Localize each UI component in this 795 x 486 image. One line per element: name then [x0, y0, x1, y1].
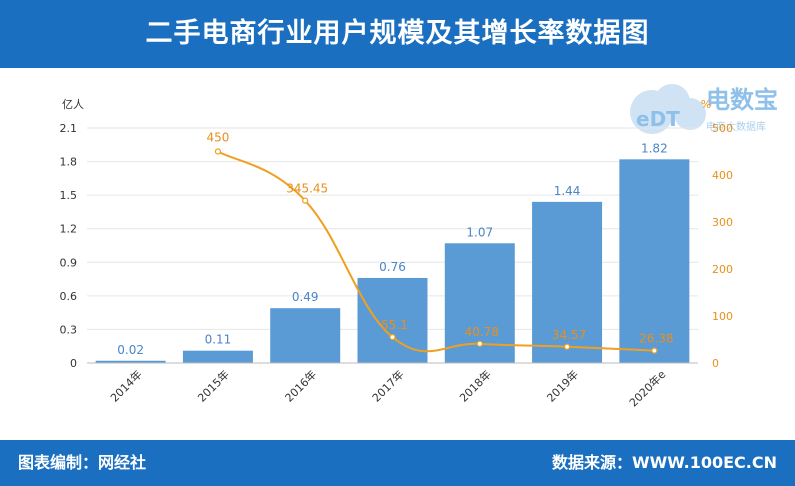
y-right-tick-label: 0	[712, 357, 719, 370]
bar-value-label: 0.02	[117, 343, 144, 357]
line-point	[302, 197, 309, 204]
bar	[357, 277, 428, 363]
bar	[270, 308, 341, 363]
line-series: 450 345.45 55.1 40.78 34.57 26.38	[206, 131, 674, 354]
bar-value-label: 1.82	[641, 141, 668, 155]
y-left-tick-label: 0	[70, 357, 77, 370]
line-point	[214, 148, 222, 155]
cloud-icon-part	[674, 98, 706, 130]
x-tick-label: 2016年	[282, 367, 319, 404]
bar-value-label: 0.11	[205, 333, 232, 347]
y-left-tick-label: 0.9	[60, 256, 78, 269]
chart-title: 二手电商行业用户规模及其增长率数据图	[145, 18, 650, 49]
footer-left-source: 图表编制：网经社	[18, 453, 147, 472]
x-tick-label: 2015年	[195, 367, 232, 404]
x-tick-label: 2019年	[544, 367, 581, 404]
watermark-sub: 电商大数据库	[706, 120, 766, 133]
chart: eDT 电数宝 电商大数据库 0.02 0.11 0.49 0.76 1.07 1.44 1…	[60, 84, 778, 409]
bar-value-label: 1.07	[466, 225, 493, 239]
bar	[532, 201, 603, 363]
bar-series: 0.02 0.11 0.49 0.76 1.07 1.44 1.82	[95, 141, 690, 363]
y-right-tick-label: 200	[712, 263, 733, 276]
line-value-label: 55.1	[381, 318, 408, 332]
bar	[182, 350, 253, 363]
watermark-logo: eDT 电数宝 电商大数据库	[630, 84, 778, 134]
y-left-tick-label: 1.5	[60, 189, 78, 202]
y-left-unit: 亿人	[62, 98, 84, 111]
line-point	[563, 343, 571, 350]
y-right-tick-label: 500	[712, 122, 733, 135]
line-point	[389, 334, 396, 341]
bar	[619, 159, 690, 363]
bar-value-label: 0.76	[379, 260, 406, 274]
x-tick-label: 2014年	[107, 367, 144, 404]
y-left-tick-label: 1.2	[60, 223, 78, 236]
line-value-label: 345.45	[286, 182, 328, 196]
y-left-tick-label: 0.3	[60, 323, 78, 336]
bar-value-label: 1.44	[554, 184, 581, 198]
title-bar: 二手电商行业用户规模及其增长率数据图	[0, 0, 795, 68]
y-right-unit: %	[701, 98, 711, 111]
line-point	[476, 340, 483, 347]
line-point	[651, 347, 658, 354]
footer-right-source: 数据来源：WWW.100EC.CN	[551, 453, 777, 472]
x-tick-label: 2017年	[369, 367, 406, 404]
watermark-brand: 电数宝	[706, 86, 778, 114]
line-value-label: 26.38	[639, 332, 673, 346]
y-right-tick-label: 100	[712, 310, 733, 323]
y-left-tick-label: 1.8	[60, 156, 78, 169]
bar	[95, 360, 166, 363]
line-value-label: 34.57	[552, 328, 586, 342]
y-right-tick-label: 400	[712, 169, 733, 182]
y-right-tick-label: 300	[712, 216, 733, 229]
x-tick-label: 2020年e	[626, 367, 668, 409]
y-left-tick-label: 2.1	[60, 122, 78, 135]
x-tick-label: 2018年	[456, 367, 493, 404]
bar-value-label: 0.49	[292, 290, 319, 304]
watermark-logo-text: eDT	[636, 107, 680, 131]
footer-bar: 图表编制：网经社 数据来源：WWW.100EC.CN	[0, 440, 795, 486]
line-value-label: 450	[206, 131, 229, 145]
line-value-label: 40.78	[465, 325, 499, 339]
y-left-tick-label: 0.6	[60, 290, 78, 303]
